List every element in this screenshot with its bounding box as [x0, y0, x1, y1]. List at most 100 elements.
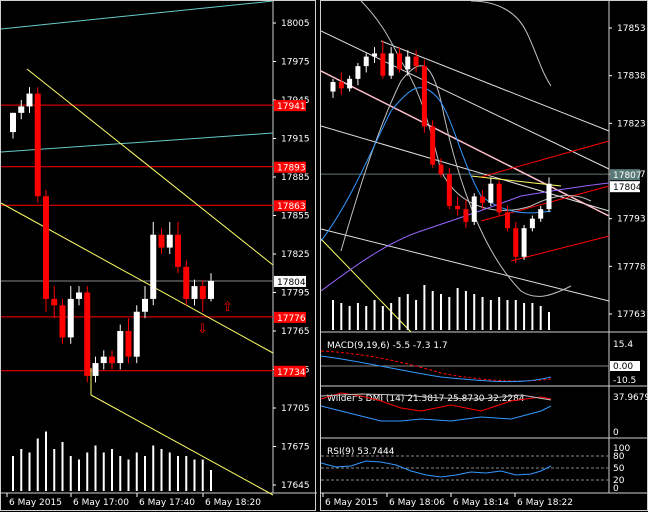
y-tick-label: 17763 — [617, 310, 646, 320]
candle-body[interactable] — [471, 196, 477, 222]
y-tick-label: 17855 — [281, 212, 310, 222]
left-chart[interactable]: 1800517975179451791517885178551782517795… — [1, 1, 317, 512]
rsi-axis-label: 0 — [613, 484, 619, 494]
candle-body[interactable] — [430, 126, 436, 165]
cyan-trendline-lower[interactable] — [1, 132, 274, 153]
candle-body[interactable] — [455, 205, 461, 210]
x-tick-label: 6 May 18:20 — [205, 498, 261, 508]
candle-body[interactable] — [26, 93, 33, 107]
right-chart[interactable]: 1785317838178231780717793177781776317807… — [321, 1, 648, 512]
candle-body[interactable] — [208, 280, 214, 299]
x-tick-label: 6 May 2015 — [9, 498, 62, 508]
candle-body[interactable] — [405, 56, 411, 70]
level-label: 17776 — [277, 314, 306, 324]
yellow-trendline-3[interactable] — [90, 394, 274, 496]
candle-body[interactable] — [109, 356, 115, 364]
level-label-box — [274, 311, 306, 323]
right-chart-pane[interactable]: 1785317838178231780717793177781776317807… — [320, 0, 648, 511]
x-tick-label: 6 May 18:14 — [453, 498, 509, 508]
candle-body[interactable] — [446, 174, 452, 206]
candle-body[interactable] — [76, 292, 82, 299]
y-tick-label: 18005 — [281, 19, 310, 29]
candle-body[interactable] — [18, 106, 25, 113]
channel-line-mid[interactable] — [321, 125, 610, 212]
candle-body[interactable] — [142, 298, 148, 312]
candle-body[interactable] — [413, 56, 419, 67]
yellow-trendline-1[interactable] — [26, 68, 274, 266]
left-chart-pane[interactable]: 1800517975179451791517885178551782517795… — [0, 0, 317, 512]
candle-body[interactable] — [363, 56, 369, 67]
candle-body[interactable] — [43, 196, 49, 299]
cyan-trendline-upper[interactable] — [1, 1, 274, 30]
macd-zero-box — [610, 361, 640, 371]
candle-body[interactable] — [67, 298, 74, 338]
candle-body[interactable] — [191, 286, 198, 299]
dmi-label: Wilder's DMI (14) 21.3817 25.8730 32.228… — [327, 394, 525, 404]
level-label: 17893 — [277, 164, 306, 174]
candle-body[interactable] — [421, 66, 427, 127]
candle-body[interactable] — [438, 164, 444, 175]
yellow-trendline[interactable] — [321, 238, 412, 333]
rsi-axis-label: 80 — [613, 452, 625, 462]
bollinger-lower — [340, 65, 572, 297]
candle-body[interactable] — [150, 234, 157, 299]
red-channel-lower[interactable] — [510, 235, 610, 262]
candle-body[interactable] — [347, 78, 353, 89]
candle-body[interactable] — [396, 53, 402, 70]
candle-body[interactable] — [529, 218, 535, 229]
channel-line-top[interactable] — [321, 30, 610, 170]
level-label-box — [274, 200, 306, 212]
channel-line-2[interactable] — [380, 40, 610, 132]
candle-body[interactable] — [504, 212, 510, 229]
bollinger-upper-2 — [470, 1, 552, 87]
candle-body[interactable] — [125, 331, 132, 357]
candle-body[interactable] — [100, 356, 107, 364]
dmi-axis-top: 37.9679 — [613, 393, 648, 403]
channel-line-low[interactable] — [321, 228, 610, 302]
candle-body[interactable] — [496, 183, 502, 213]
level-label-box — [274, 161, 306, 173]
candle-body[interactable] — [546, 183, 552, 210]
candle-body[interactable] — [338, 82, 344, 89]
candle-body[interactable] — [372, 53, 378, 57]
candle-body[interactable] — [463, 209, 469, 222]
candle-body[interactable] — [480, 196, 486, 203]
macd-axis-zero: 0.00 — [613, 362, 633, 372]
macd-axis-top: 15.4 — [613, 340, 633, 350]
candle-body[interactable] — [133, 311, 140, 357]
dmi-plus-line — [321, 405, 552, 422]
candle-body[interactable] — [521, 228, 527, 257]
bid-label: 17807 — [613, 171, 642, 181]
candle-body[interactable] — [513, 228, 519, 257]
candle-body[interactable] — [51, 298, 58, 306]
candle-body[interactable] — [355, 66, 361, 79]
red-channel-upper[interactable] — [480, 140, 610, 178]
candle-body[interactable] — [10, 112, 16, 133]
y-tick-label: 17795 — [281, 289, 310, 299]
candle-body[interactable] — [34, 93, 41, 197]
candle-body[interactable] — [380, 53, 386, 76]
candle-body[interactable] — [117, 331, 124, 364]
y-tick-label: 17793 — [617, 215, 646, 225]
candle-body[interactable] — [488, 183, 494, 203]
ma-blue — [321, 87, 552, 242]
red-channel-mid[interactable] — [480, 185, 610, 222]
candle-body[interactable] — [158, 234, 165, 248]
y-tick-label: 17645 — [281, 481, 310, 491]
y-tick-label: 17765 — [281, 327, 310, 337]
candle-body[interactable] — [330, 82, 336, 92]
candle-body[interactable] — [388, 53, 394, 76]
pink-trendline[interactable] — [321, 70, 610, 217]
candle-body[interactable] — [538, 209, 544, 219]
candle-body[interactable] — [175, 234, 181, 267]
candle-body[interactable] — [92, 363, 99, 376]
candle-body[interactable] — [59, 305, 66, 338]
current-price-label: 17804 — [277, 278, 306, 288]
candle-body[interactable] — [183, 266, 190, 299]
arrow-down-icon[interactable]: ⇩ — [197, 322, 208, 337]
arrow-up-icon[interactable]: ⇧ — [222, 300, 233, 315]
candle-body[interactable] — [84, 292, 91, 376]
yellow-short-line[interactable] — [470, 175, 562, 187]
candle-body[interactable] — [166, 234, 173, 248]
candle-body[interactable] — [199, 286, 206, 299]
